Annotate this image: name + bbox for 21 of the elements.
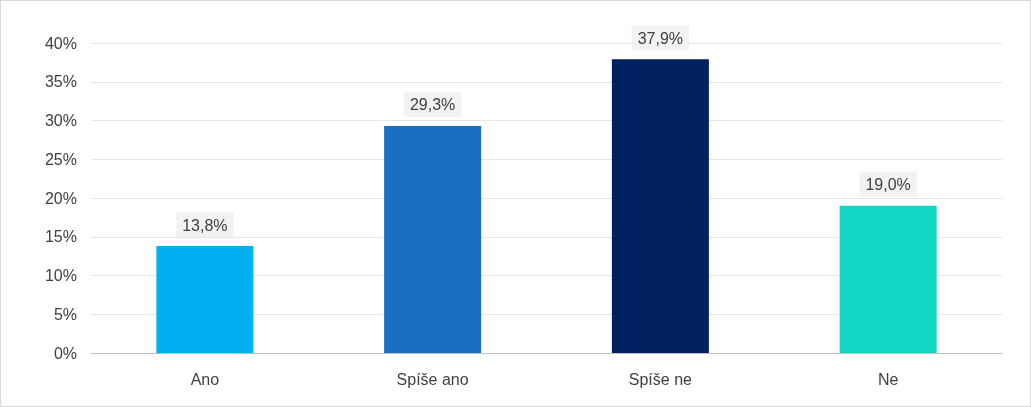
data-label: 19,0% [865, 176, 911, 194]
x-tick-label: Ne [877, 370, 899, 388]
data-label: 29,3% [409, 96, 456, 114]
y-tick-label: 35% [44, 73, 77, 91]
y-tick-label: 20% [44, 189, 77, 207]
y-tick-label: 25% [44, 150, 77, 168]
bar [156, 246, 254, 353]
bar [384, 125, 482, 353]
data-label: 37,9% [637, 29, 684, 47]
y-tick-label: 0% [53, 344, 77, 362]
y-tick-label: 40% [44, 34, 77, 52]
bar [611, 59, 709, 353]
y-tick-label: 10% [44, 267, 77, 284]
y-tick-label: 30% [44, 112, 77, 129]
y-tick-label: 5% [53, 305, 77, 323]
data-label: 13,8% [182, 216, 228, 234]
y-tick-label: 15% [44, 228, 77, 246]
x-tick-label: Spíše ano [396, 370, 469, 388]
x-tick-label: Spíše ne [628, 370, 693, 388]
x-tick-label: Ano [190, 370, 220, 388]
bar [839, 205, 937, 353]
